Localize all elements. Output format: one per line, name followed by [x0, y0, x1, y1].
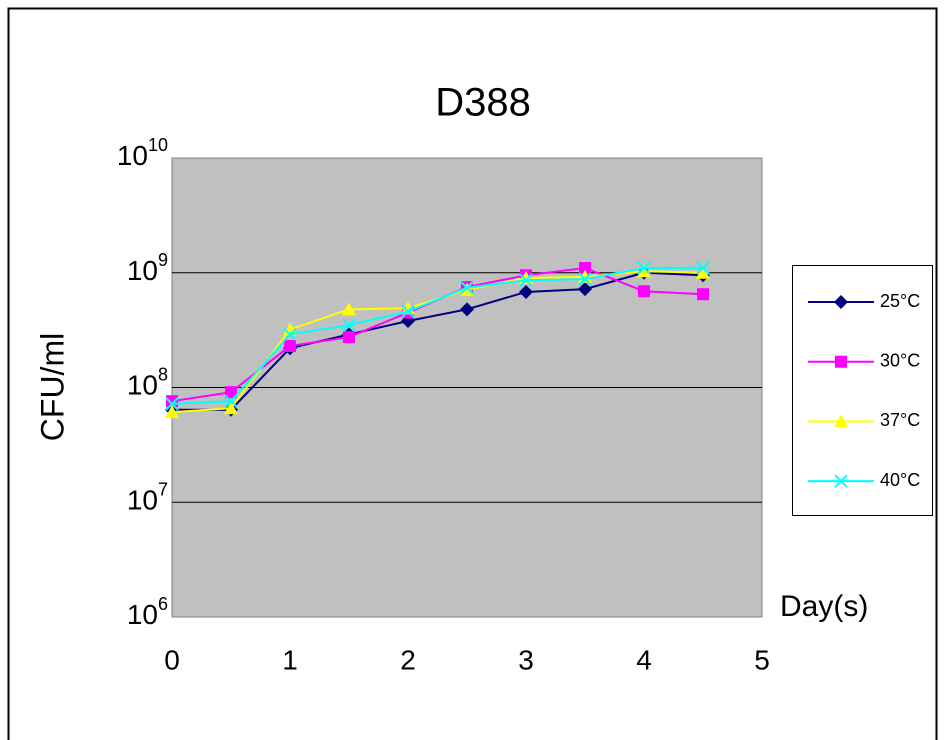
data-point — [460, 302, 474, 317]
data-point — [519, 284, 533, 299]
legend-label: 37°C — [880, 410, 920, 430]
legend-marker — [834, 474, 848, 488]
data-point — [696, 261, 710, 275]
legend-label: 40°C — [880, 470, 920, 490]
data-point — [696, 265, 710, 279]
x-tick-label: 4 — [636, 644, 652, 675]
x-tick-label: 3 — [518, 644, 534, 675]
legend-marker — [834, 295, 848, 309]
data-point — [165, 397, 179, 411]
legend — [792, 265, 933, 516]
legend-label: 30°C — [880, 350, 920, 370]
x-tick-label: 1 — [282, 644, 298, 675]
data-point — [284, 339, 296, 352]
data-point — [224, 401, 238, 415]
legend-label: 25°C — [880, 291, 920, 311]
data-point — [342, 302, 356, 316]
chart-title: D388 — [435, 81, 531, 125]
x-tick-label: 5 — [754, 644, 770, 675]
data-point — [579, 262, 591, 275]
data-point — [343, 331, 355, 344]
data-point — [578, 282, 592, 297]
x-axis-label: Day(s) — [780, 590, 868, 623]
data-point — [165, 405, 179, 419]
data-point — [342, 318, 356, 332]
y-tick-label: 107 — [127, 479, 168, 516]
data-point — [224, 394, 238, 408]
x-tick-label: 2 — [400, 644, 416, 675]
series-line — [172, 271, 704, 411]
data-point — [578, 272, 592, 286]
y-axis-label: CFU/ml — [34, 333, 70, 441]
data-point — [519, 273, 533, 287]
data-point — [460, 281, 474, 295]
y-tick-label: 108 — [127, 364, 168, 401]
data-point — [283, 327, 297, 342]
data-point — [225, 386, 237, 399]
x-tick-label: 0 — [164, 644, 180, 675]
data-point — [637, 264, 651, 278]
series-line — [171, 267, 703, 405]
data-point — [697, 288, 709, 301]
data-point — [637, 261, 651, 275]
data-point — [638, 285, 650, 298]
data-point — [401, 304, 415, 319]
legend-marker — [835, 355, 847, 368]
legend-marker — [834, 414, 848, 428]
y-tick-label: 109 — [127, 250, 168, 287]
y-tick-label: 1010 — [117, 135, 168, 172]
y-tick-label: 106 — [127, 594, 168, 631]
